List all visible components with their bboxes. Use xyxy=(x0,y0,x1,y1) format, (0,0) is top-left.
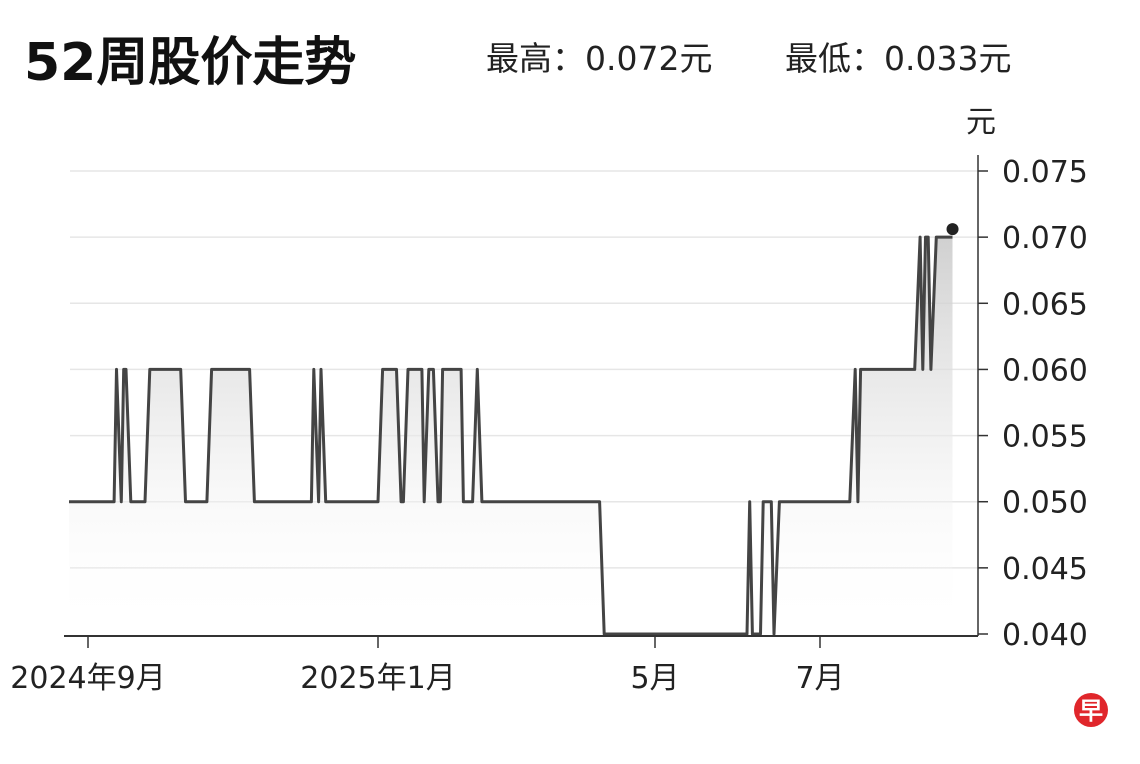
y-tick-label: 0.060 xyxy=(1002,353,1088,388)
high-price-label: 最高：0.072元 xyxy=(486,39,712,78)
logo-circle xyxy=(1074,693,1108,727)
y-tick-label: 0.070 xyxy=(1002,221,1088,256)
zaobao-logo: 早 xyxy=(1074,693,1108,727)
x-tick-label: 5月 xyxy=(630,661,679,696)
y-tick-label: 0.075 xyxy=(1002,155,1088,190)
y-tick-label: 0.040 xyxy=(1002,618,1088,653)
price-line xyxy=(69,235,953,636)
y-tick-label: 0.055 xyxy=(1002,420,1088,455)
x-tick-label: 2024年9月 xyxy=(10,661,165,696)
x-tick-label: 7月 xyxy=(795,661,844,696)
y-tick-label: 0.045 xyxy=(1002,552,1088,587)
x-tick-label: 2025年1月 xyxy=(300,661,455,696)
y-tick-label: 0.050 xyxy=(1002,486,1088,521)
y-tick-label: 0.065 xyxy=(1002,287,1088,322)
price-area xyxy=(69,237,953,634)
low-price-label: 最低：0.033元 xyxy=(785,39,1011,78)
last-price-marker xyxy=(946,223,959,236)
y-axis-unit: 元 xyxy=(966,105,996,140)
logo-text: 早 xyxy=(1079,697,1103,725)
chart-title: 52周股价走势 xyxy=(24,33,356,93)
